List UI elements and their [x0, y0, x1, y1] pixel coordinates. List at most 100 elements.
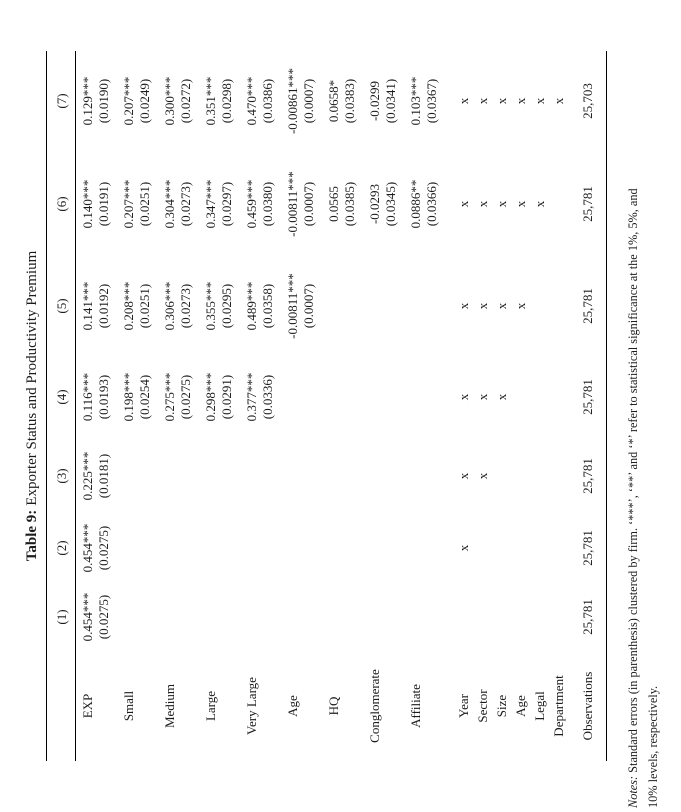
fe-mark-cell: x	[475, 472, 490, 480]
coef-row: Large 0.298*** (0.0291) 0.355*** (0.0295) 0.3…	[199, 51, 240, 761]
header-row: (1) (2) (3) (4) (5) (6) (7)	[46, 51, 76, 761]
table-caption: Exporter Status and Productivity Premium	[24, 250, 40, 506]
fe-mark-cell	[511, 355, 530, 439]
coefficient-value: 0.116***	[80, 372, 95, 422]
row-label: Medium	[162, 683, 177, 729]
row-label: Conglomerate	[367, 669, 382, 743]
fe-mark-cell: x	[532, 200, 547, 208]
table-title: Table 9: Exporter Status and Productivity…	[24, 0, 40, 812]
fe-mark-cell	[511, 439, 530, 513]
estimate-cell	[363, 513, 404, 583]
estimate-cell	[322, 257, 363, 355]
estimate-cell: 0.489*** (0.0358)	[240, 257, 281, 355]
standard-error: (0.0380)	[260, 181, 275, 227]
fe-mark-cell	[511, 513, 530, 583]
estimate-cell	[404, 257, 445, 355]
estimate-cell: 0.129*** (0.0190)	[76, 51, 118, 151]
estimate-cell	[404, 513, 445, 583]
estimate-cell: 0.103*** (0.0367)	[404, 51, 445, 151]
estimate-cell: 0.377*** (0.0336)	[240, 355, 281, 439]
standard-error: (0.0345)	[383, 181, 398, 227]
estimate-cell	[281, 583, 322, 651]
row-label: Age	[513, 695, 528, 717]
standard-error: (0.0298)	[219, 78, 234, 124]
coef-row: Medium 0.275*** (0.0275) 0.306*** (0.0273) 0.…	[158, 51, 199, 761]
coefficient-value: 0.298***	[203, 372, 218, 422]
coefficient-value: 0.208***	[121, 281, 136, 331]
fixed-effect-row: Size x x x x	[492, 51, 511, 761]
fe-mark-cell	[530, 439, 549, 513]
estimate-cell	[158, 439, 199, 513]
coefficient-value: 0.454***	[80, 592, 95, 642]
fe-mark-cell: x	[551, 97, 566, 105]
standard-error: (0.0341)	[383, 78, 398, 124]
standard-error: (0.0272)	[178, 78, 193, 124]
coef-row: Age -0.00811*** (0.0007) -0.00811*** (0.0007…	[281, 51, 322, 761]
fixed-effect-row: Year x x x x x x	[445, 51, 473, 761]
estimate-cell	[363, 439, 404, 513]
standard-error: (0.0191)	[96, 181, 111, 227]
table-notes: Notes: Standard errors (in parenthesis) …	[623, 8, 663, 808]
row-label: Large	[203, 690, 218, 722]
fe-mark-cell: x	[456, 472, 471, 480]
coefficient-value: 0.207***	[121, 76, 136, 126]
observations-value: 25,781	[568, 257, 607, 355]
coefficient-value: -0.0299	[367, 80, 382, 122]
coefficient-value: 0.140***	[80, 179, 95, 229]
fe-mark-cell: x	[494, 393, 509, 401]
coefficient-value: 0.306***	[162, 281, 177, 331]
estimate-cell	[322, 513, 363, 583]
column-header-4: (4)	[46, 355, 76, 439]
estimate-cell	[404, 439, 445, 513]
coefficient-value: 0.300***	[162, 76, 177, 126]
fe-mark-cell	[473, 583, 492, 651]
fe-mark-cell	[549, 355, 568, 439]
fe-mark-cell	[530, 583, 549, 651]
estimate-cell	[363, 583, 404, 651]
coefficient-value: -0.00861***	[285, 67, 300, 135]
estimate-cell	[199, 439, 240, 513]
fe-mark-cell	[530, 513, 549, 583]
notes-label: Notes:	[626, 775, 640, 808]
row-label: Small	[121, 690, 136, 722]
notes-line-2: 10% levels, respectively.	[646, 685, 660, 808]
standard-error: (0.0386)	[260, 78, 275, 124]
estimate-cell: 0.275*** (0.0275)	[158, 355, 199, 439]
fe-mark-cell: x	[475, 200, 490, 208]
estimate-cell	[158, 583, 199, 651]
estimate-cell: 0.454*** (0.0275)	[76, 513, 118, 583]
fe-mark-cell: x	[475, 97, 490, 105]
coefficient-value: 0.377***	[244, 372, 259, 422]
fe-mark-cell	[511, 583, 530, 651]
estimate-cell: 0.459*** (0.0380)	[240, 151, 281, 257]
coefficient-value: 0.207***	[121, 179, 136, 229]
estimate-cell: 0.0565 (0.0385)	[322, 151, 363, 257]
estimate-cell: 0.198*** (0.0254)	[117, 355, 158, 439]
standard-error: (0.0367)	[424, 78, 439, 124]
estimate-cell	[117, 513, 158, 583]
row-label: Department	[551, 675, 566, 737]
fe-mark-cell: x	[494, 200, 509, 208]
estimate-cell	[322, 355, 363, 439]
row-label: Affiliate	[408, 684, 423, 728]
estimate-cell	[199, 583, 240, 651]
observations-value: 25,781	[568, 151, 607, 257]
estimate-cell: 0.140*** (0.0191)	[76, 151, 118, 257]
estimate-cell	[158, 513, 199, 583]
fe-mark-cell	[549, 151, 568, 257]
row-label: HQ	[326, 696, 341, 716]
estimate-cell: 0.355*** (0.0295)	[199, 257, 240, 355]
estimate-cell: 0.454*** (0.0275)	[76, 583, 118, 651]
column-header-5: (5)	[46, 257, 76, 355]
estimate-cell: -0.0299 (0.0341)	[363, 51, 404, 151]
standard-error: (0.0181)	[96, 453, 111, 499]
standard-error: (0.0007)	[301, 283, 316, 329]
coefficient-value: 0.304***	[162, 179, 177, 229]
fe-mark-cell	[549, 583, 568, 651]
coefficient-value: 0.225***	[80, 451, 95, 501]
observations-value: 25,781	[568, 355, 607, 439]
observations-value: 25,703	[568, 51, 607, 151]
coefficient-value: 0.454***	[80, 523, 95, 573]
estimate-cell: 0.225*** (0.0181)	[76, 439, 118, 513]
fe-mark-cell: x	[494, 302, 509, 310]
